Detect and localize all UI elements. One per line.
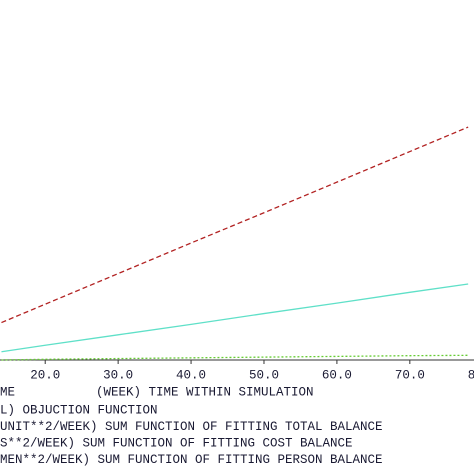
legend-label: L) OBJUCTION FUNCTION xyxy=(0,403,158,417)
series-line xyxy=(1,283,469,353)
x-tick-label: 30.0 xyxy=(103,368,133,382)
x-axis-label: (WEEK) TIME WITHIN SIMULATION xyxy=(96,385,314,399)
x-label-fragment: ME xyxy=(0,385,15,399)
x-tick-label: 60.0 xyxy=(322,368,352,382)
x-tick-label: 20.0 xyxy=(30,368,60,382)
x-tick-label: 80.0 xyxy=(468,368,474,382)
x-tick-label: 40.0 xyxy=(176,368,206,382)
legend-label: UNIT**2/WEEK) SUM FUNCTION OF FITTING TO… xyxy=(0,420,383,434)
series-line xyxy=(1,126,469,324)
legend-label: S**2/WEEK) SUM FUNCTION OF FITTING COST … xyxy=(0,436,353,450)
series-line xyxy=(1,354,469,361)
x-tick-label: 70.0 xyxy=(395,368,425,382)
x-tick-label: 50.0 xyxy=(249,368,279,382)
legend-label: MEN**2/WEEK) SUM FUNCTION OF FITTING PER… xyxy=(0,453,383,467)
